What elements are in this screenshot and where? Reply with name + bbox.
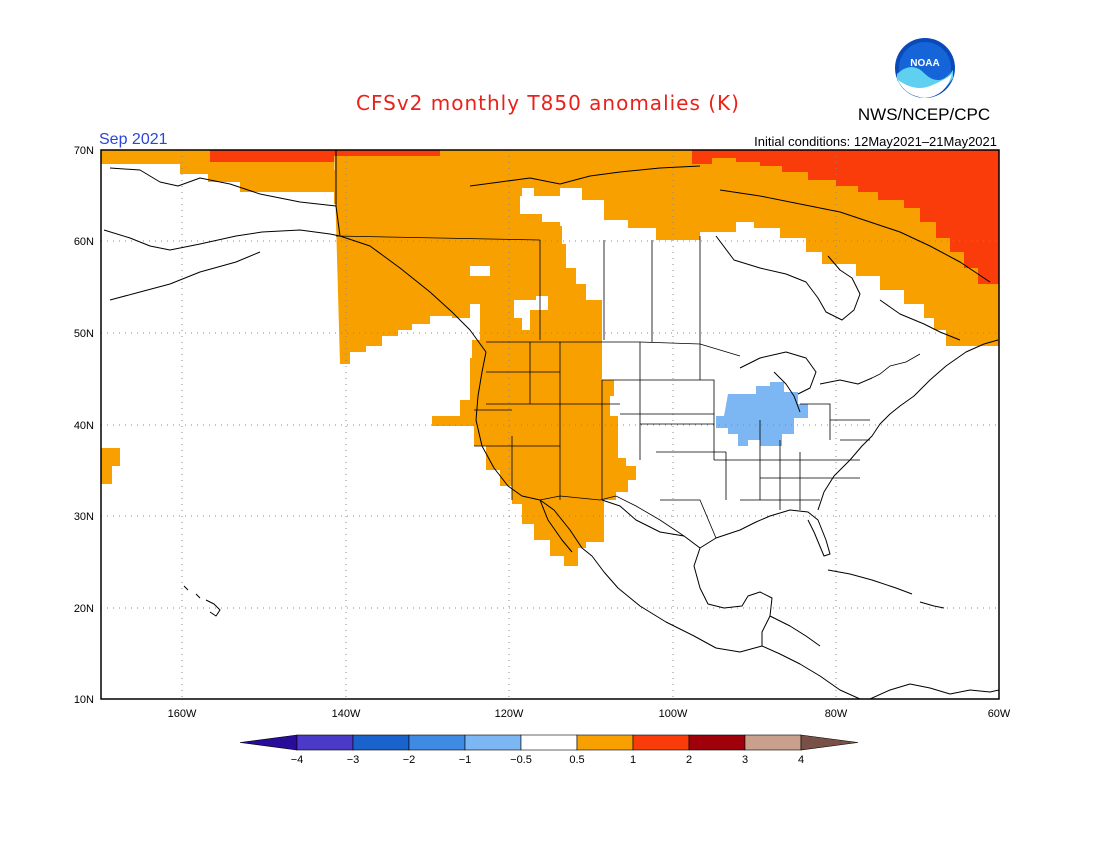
colorbar-label: 4 <box>798 754 804 766</box>
colorbar-label: −4 <box>291 754 304 766</box>
anomaly-region-arctic-strong <box>692 150 999 284</box>
colorbar-swatch <box>464 734 522 751</box>
anomaly-region-arctic-strong-west <box>210 150 440 162</box>
map-area <box>101 150 999 699</box>
colorbar-swatch <box>520 734 578 751</box>
colorbar-label: −3 <box>347 754 360 766</box>
colorbar-label: 1 <box>630 754 636 766</box>
colorbar-label: −1 <box>459 754 472 766</box>
white-gap-yukon <box>514 296 548 330</box>
colorbar-swatch <box>408 734 466 751</box>
colorbar-label: 0.5 <box>569 754 584 766</box>
colorbar-swatch <box>688 734 746 751</box>
lon-labels: 160W 140W 120W 100W 80W 60W <box>168 708 1011 720</box>
valid-month: Sep 2021 <box>99 131 168 148</box>
colorbar-label: −2 <box>403 754 416 766</box>
lat-label-30n: 30N <box>74 511 94 523</box>
anomaly-region-west-warm <box>101 150 636 566</box>
lon-label-160w: 160W <box>168 708 197 720</box>
colorbar-swatch <box>296 734 354 751</box>
coastlines <box>103 150 999 699</box>
colorbar-label: 2 <box>686 754 692 766</box>
lat-label-20n: 20N <box>74 603 94 615</box>
anomaly-region-north-warm <box>498 150 999 346</box>
colorbar-swatch <box>744 734 802 751</box>
colorbar-label: −0.5 <box>510 754 532 766</box>
lon-label-60w: 60W <box>988 708 1011 720</box>
lon-label-100w: 100W <box>659 708 688 720</box>
lon-label-80w: 80W <box>825 708 848 720</box>
map-title: CFSv2 monthly T850 anomalies (K) <box>356 91 740 115</box>
colorbar-label: 3 <box>742 754 748 766</box>
white-gap-montana <box>470 266 490 276</box>
noaa-logo: NOAA <box>895 38 955 98</box>
colorbar-swatch <box>352 734 410 751</box>
map-frame <box>100 149 1000 700</box>
org-label: NWS/NCEP/CPC <box>858 105 990 124</box>
colorbar-swatch <box>576 734 634 751</box>
colorbar: −4 −3 −2 −1 −0.5 0.5 1 2 3 4 <box>239 734 859 766</box>
lat-label-40n: 40N <box>74 420 94 432</box>
noaa-logo-text: NOAA <box>910 58 939 69</box>
lat-label-50n: 50N <box>74 328 94 340</box>
colorbar-arrow-low <box>239 734 298 751</box>
lat-labels: 70N 60N 50N 40N 30N 20N 10N <box>74 145 94 706</box>
lon-label-140w: 140W <box>332 708 361 720</box>
borders <box>335 235 921 539</box>
anomaly-region-hawaii-warm <box>101 448 120 484</box>
initial-conditions: Initial conditions: 12May2021–21May2021 <box>754 134 997 149</box>
lat-label-70n: 70N <box>74 145 94 157</box>
lon-label-120w: 120W <box>495 708 524 720</box>
anomaly-region-midwest-cool <box>716 382 808 446</box>
white-gap-northcoast <box>520 188 600 226</box>
colorbar-swatch <box>632 734 690 751</box>
lat-label-10n: 10N <box>74 694 94 706</box>
lat-label-60n: 60N <box>74 236 94 248</box>
colorbar-arrow-high <box>800 734 859 751</box>
